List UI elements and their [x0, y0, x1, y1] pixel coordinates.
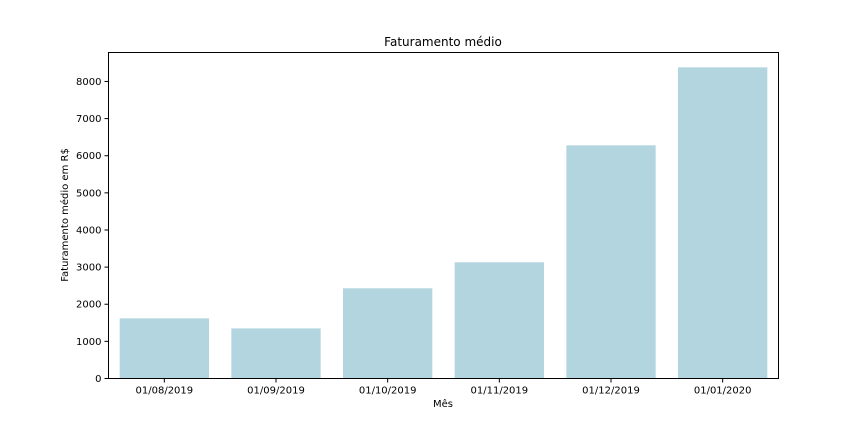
bar-01-08-2019: [119, 318, 209, 379]
x-tick-label: 01/09/2019: [247, 386, 305, 397]
y-tick-label: 1000: [76, 337, 101, 348]
chart-title: Faturamento médio: [384, 35, 502, 49]
bar-01-10-2019: [343, 288, 433, 379]
y-tick-label: 8000: [76, 77, 101, 88]
y-axis-label: Faturamento médio em R$: [59, 148, 71, 282]
bar-01-12-2019: [566, 145, 656, 379]
x-axis-label: Mês: [433, 398, 453, 410]
x-tick-label: 01/12/2019: [582, 386, 640, 397]
bars-group: [119, 67, 768, 379]
x-tick-label: 01/10/2019: [359, 386, 417, 397]
x-tick-label: 01/08/2019: [136, 386, 194, 397]
y-tick-label: 6000: [76, 151, 101, 162]
bar-01-01-2020: [678, 67, 768, 379]
x-axis: 01/08/2019 01/09/2019 01/10/2019 01/11/2019…: [136, 378, 752, 397]
y-tick-label: 0: [95, 374, 101, 385]
x-tick-label: 01/01/2020: [694, 386, 752, 397]
y-tick-label: 3000: [76, 263, 101, 274]
bar-01-11-2019: [454, 262, 544, 379]
y-tick-label: 2000: [76, 300, 101, 311]
y-tick-label: 7000: [76, 114, 101, 125]
x-tick-label: 01/11/2019: [471, 386, 529, 397]
bar-01-09-2019: [231, 328, 321, 379]
y-axis: 0 1000 2000 3000 4000 5000 6000 7000 8000: [76, 77, 109, 385]
y-tick-label: 4000: [76, 225, 101, 236]
plot-frame: [108, 52, 779, 379]
y-tick-label: 5000: [76, 188, 101, 199]
